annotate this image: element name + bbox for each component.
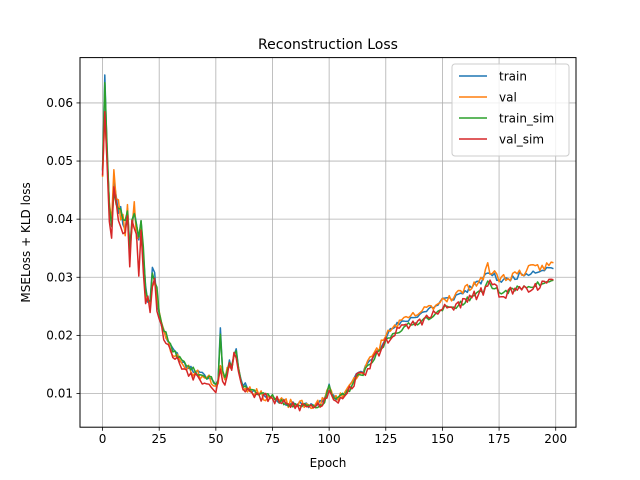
x-tick-label: 0 <box>99 432 107 446</box>
y-tick-label: 0.05 <box>46 154 73 168</box>
y-tick-label: 0.01 <box>46 386 73 400</box>
legend: train val train_sim val_sim <box>451 63 570 157</box>
x-tick-label: 50 <box>208 432 223 446</box>
series-line-val_sim <box>101 110 554 412</box>
legend-label: train_sim <box>499 112 554 126</box>
legend-box <box>451 63 570 157</box>
y-tick-label: 0.02 <box>46 328 73 342</box>
y-axis-label: MSELoss + KLD loss <box>19 182 33 302</box>
x-tick-label: 175 <box>488 432 511 446</box>
ticks: 0 25 50 75 100 125 150 175 200 0.01 0.02 0.03 0.04 0.… <box>46 96 567 446</box>
x-axis-label: Epoch <box>310 456 347 470</box>
legend-label: train <box>499 70 527 84</box>
plot-frame <box>79 57 577 428</box>
y-tick-label: 0.03 <box>46 270 73 284</box>
x-tick-label: 75 <box>265 432 280 446</box>
x-tick-label: 150 <box>431 432 454 446</box>
x-tick-label: 25 <box>152 432 167 446</box>
series-group <box>101 74 554 412</box>
y-tick-label: 0.04 <box>46 212 73 226</box>
y-tick-label: 0.06 <box>46 96 73 110</box>
legend-label: val <box>499 91 517 105</box>
x-tick-label: 125 <box>374 432 397 446</box>
chart-title: Reconstruction Loss <box>258 37 398 53</box>
legend-label: val_sim <box>499 133 544 147</box>
x-tick-label: 100 <box>318 432 341 446</box>
x-tick-label: 200 <box>544 432 567 446</box>
